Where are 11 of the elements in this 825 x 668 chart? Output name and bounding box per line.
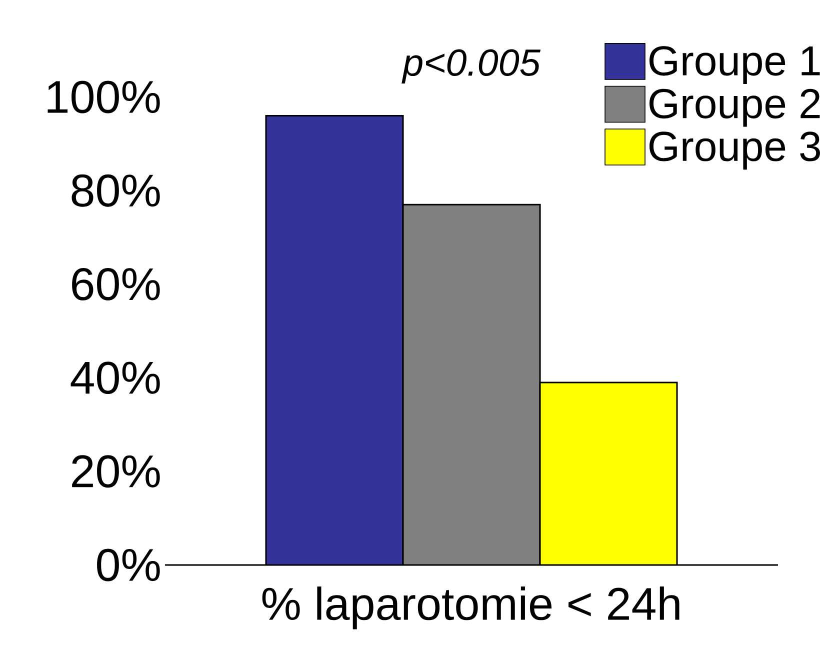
- chart-title: p<0.005: [402, 49, 541, 84]
- y-tick-label: 20%: [72, 455, 160, 488]
- y-tick-label: 60%: [72, 268, 160, 300]
- legend-label: Groupe 2: [650, 88, 820, 127]
- x-tick-label: % laparotomie < 24h: [262, 586, 680, 630]
- y-tick-label: 0%: [97, 548, 160, 582]
- y-tick-label: 80%: [72, 174, 160, 207]
- y-tick-label: 100%: [48, 80, 160, 114]
- legend-label: Groupe 3: [650, 132, 820, 170]
- legend-label: Groupe 1: [650, 46, 820, 84]
- y-tick-label: 40%: [70, 362, 160, 394]
